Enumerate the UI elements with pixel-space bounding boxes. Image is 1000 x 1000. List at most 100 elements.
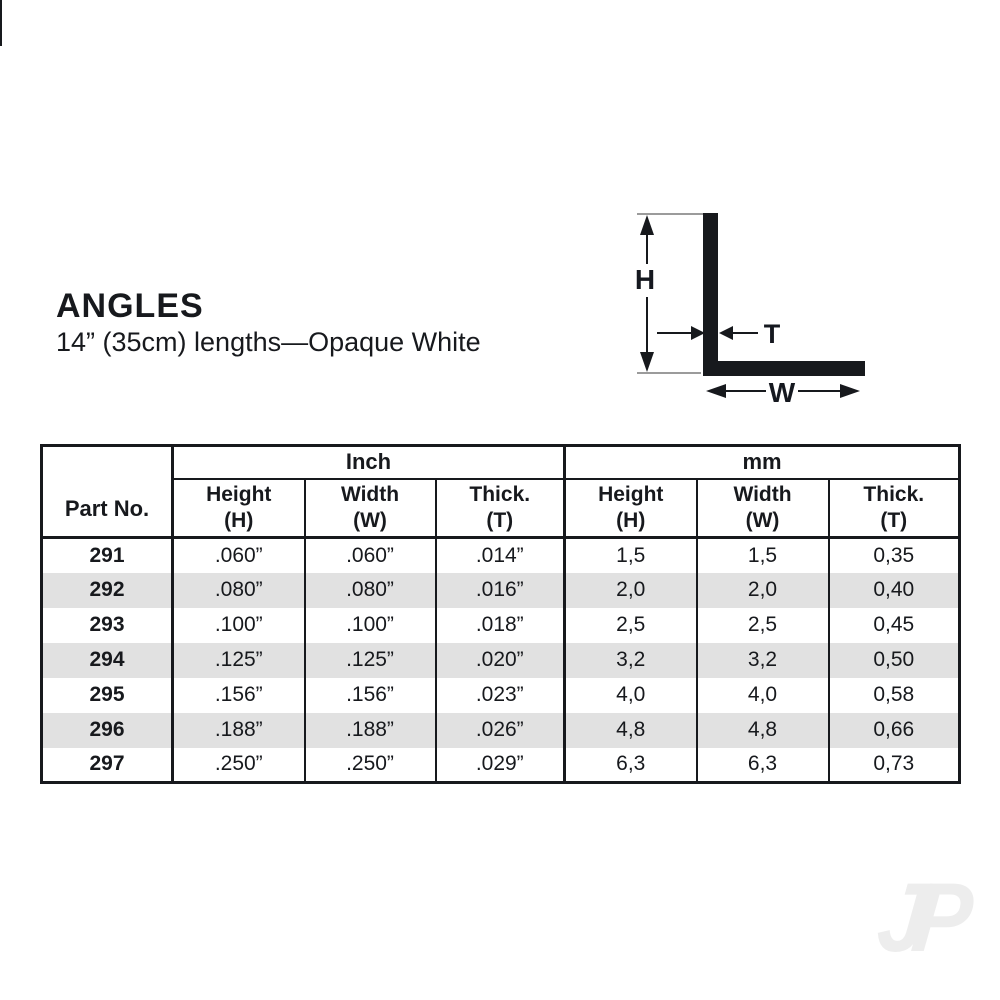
part-no-cell: 292 [41,572,174,608]
table-row: 293 .100” .100” .018” 2,5 2,5 0,45 [41,607,960,643]
sub-header-line1: Thick. [863,482,925,506]
title-block: ANGLES 14” (35cm) lengths—Opaque White [56,289,481,358]
inch-width-cell: .156” [304,677,437,713]
inch-height-cell: .188” [172,712,306,748]
sub-header-line2: (H) [616,508,646,532]
col-header-mm-width: Width (W) [696,478,830,539]
group-header-row: Part No. Inch mm [41,445,960,539]
sub-header-line1: Height [598,482,664,506]
height-arrow-down-icon [640,352,654,372]
inch-thick-cell: .018” [435,607,566,643]
mm-height-cell: 4,8 [564,712,698,748]
height-dim-line-top [646,233,648,264]
width-dim-line-left [724,390,766,392]
inch-width-cell: .100” [304,607,437,643]
part-no-cell: 291 [41,537,174,573]
inch-thick-cell: .023” [435,677,566,713]
table-row: 295 .156” .156” .023” 4,0 4,0 0,58 [41,677,960,713]
extension-line-top [637,213,717,215]
inch-width-cell: .060” [304,537,437,573]
table-row: 297 .250” .250” .029” 6,3 6,3 0,73 [41,747,960,783]
thickness-arrow-left-icon [719,326,733,340]
mm-width-cell: 1,5 [696,537,830,573]
table-row: 296 .188” .188” .026” 4,8 4,8 0,66 [41,712,960,748]
mm-thick-cell: 0,58 [873,683,915,706]
mm-height-cell: 3,2 [564,642,698,678]
col-header-mm-thick: Thick. (T) [828,478,960,539]
inch-thick-cell: .020” [435,642,566,678]
inch-thick-cell: .026” [435,712,566,748]
part-no-cell: 293 [41,607,174,643]
height-label: H [634,264,656,295]
inch-width-cell: .125” [304,642,437,678]
mm-height-cell: 6,3 [564,747,698,783]
col-group-inch: Inch [172,445,566,480]
part-no-cell: 294 [41,642,174,678]
table-row: 294 .125” .125” .020” 3,2 3,2 0,50 [41,642,960,678]
inch-thick-cell: .029” [435,747,566,783]
table-row: 291 .060” .060” .014” 1,5 1,5 0,35 [41,537,960,573]
inch-height-cell: .250” [172,747,306,783]
sub-header-line2: (T) [486,508,514,532]
inch-height-cell: .060” [172,537,306,573]
mm-thick-cell: 0,66 [873,718,915,741]
col-header-inch-width: Width (W) [304,478,437,539]
page-subtitle: 14” (35cm) lengths—Opaque White [56,327,481,357]
inch-width-cell: .080” [304,572,437,608]
spec-table: Part No. Inch mm Height (H) Width (W) Th… [40,444,962,784]
inch-width-cell: .188” [304,712,437,748]
inch-height-cell: .125” [172,642,306,678]
col-group-mm: mm [564,445,960,480]
sub-header-line1: Width [340,482,400,506]
mm-height-cell: 2,5 [564,607,698,643]
sub-header-line1: Height [206,482,272,506]
width-dim-line-right [798,390,842,392]
part-no-cell: 296 [41,712,174,748]
col-header-inch-thick: Thick. (T) [435,478,566,539]
mm-height-cell: 1,5 [564,537,698,573]
extension-line-bottom [637,372,701,374]
mm-width-cell: 3,2 [696,642,830,678]
thickness-label: T [763,319,781,349]
inch-height-cell: .100” [172,607,306,643]
mm-width-cell: 6,3 [696,747,830,783]
thickness-dim-line-right [732,332,758,334]
mm-thick-cell: 0,45 [873,613,915,636]
thickness-dim-line-left [657,332,693,334]
mm-thick-cell: 0,73 [873,752,915,776]
inch-thick-cell: .016” [435,572,566,608]
height-arrow-up-icon [640,215,654,235]
sub-header-row: Height (H) Width (W) Thick. (T) Height (… [42,478,960,539]
col-header-inch-height: Height (H) [172,478,306,539]
col-header-mm-height: Height (H) [564,478,698,539]
sub-header-line2: (W) [353,508,387,532]
sub-header-line2: (W) [745,508,780,532]
width-arrow-right-icon [840,384,860,398]
inch-height-cell: .156” [172,677,306,713]
mm-width-cell: 2,0 [696,572,830,608]
col-header-part-no: Part No. [41,445,174,539]
angle-vertical-leg [703,213,718,376]
sub-header-line1: Width [733,482,792,506]
angle-horizontal-leg [703,361,865,376]
mm-thick-cell: 0,50 [873,648,915,671]
inch-thick-cell: .014” [435,537,566,573]
width-arrow-left-icon [706,384,726,398]
inch-width-cell: .250” [304,747,437,783]
width-tick-right [0,23,2,46]
thickness-arrow-right-icon [691,326,705,340]
table-row: 292 .080” .080” .016” 2,0 2,0 0,40 [41,572,960,608]
sub-header-line2: (H) [224,508,254,532]
height-dim-line-bottom [646,297,648,355]
mm-thick-cell: 0,35 [873,543,915,567]
page-title: ANGLES [56,287,204,325]
mm-width-cell: 2,5 [696,607,830,643]
mm-thick-cell: 0,40 [873,578,915,601]
mm-height-cell: 2,0 [564,572,698,608]
sub-header-line1: Thick. [469,482,531,506]
inch-height-cell: .080” [172,572,306,608]
brand-watermark: JP [872,862,964,972]
width-tick-left [0,0,2,23]
width-label: W [768,377,796,408]
mm-height-cell: 4,0 [564,677,698,713]
